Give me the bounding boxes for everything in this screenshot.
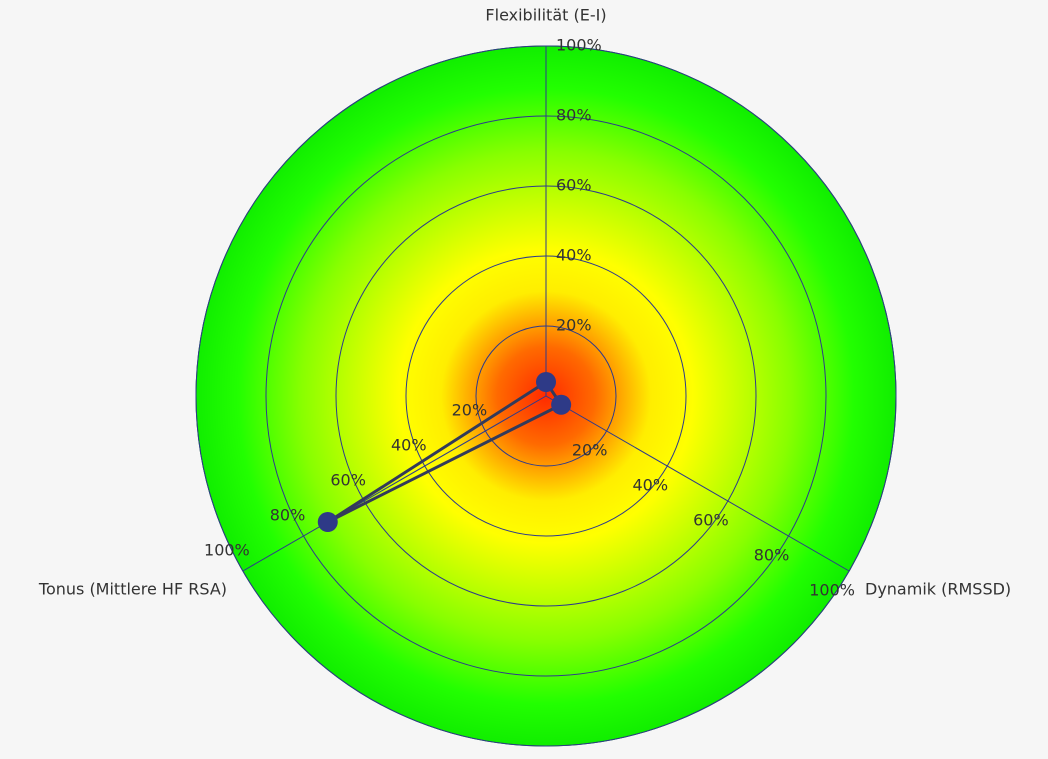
tick-label: 80%: [270, 506, 306, 525]
tick-label: 80%: [754, 546, 790, 565]
tick-label: 100%: [204, 541, 250, 560]
tick-label: 20%: [452, 401, 488, 420]
axis-label: Dynamik (RMSSD): [865, 580, 1011, 599]
tick-label: 60%: [330, 471, 366, 490]
axis-line: [545, 395, 850, 572]
axis-label: Tonus (Mittlere HF RSA): [38, 580, 227, 599]
data-line: [326, 379, 564, 524]
axis-label: Flexibilität (E-I): [485, 6, 606, 25]
tick-label: 40%: [556, 246, 592, 265]
data-point: [317, 512, 338, 532]
tick-label: 100%: [809, 581, 855, 600]
tick-label: 100%: [556, 36, 602, 55]
data-point: [551, 394, 572, 415]
tick-label: 80%: [556, 106, 592, 125]
tick-label: 60%: [693, 511, 729, 530]
tick-label: 40%: [632, 476, 668, 495]
data-point: [536, 372, 556, 392]
tick-label: 20%: [556, 316, 592, 335]
tick-label: 20%: [572, 441, 608, 460]
axis-line: [242, 395, 547, 572]
tick-label: 40%: [391, 436, 427, 455]
tick-label: 60%: [556, 176, 592, 195]
